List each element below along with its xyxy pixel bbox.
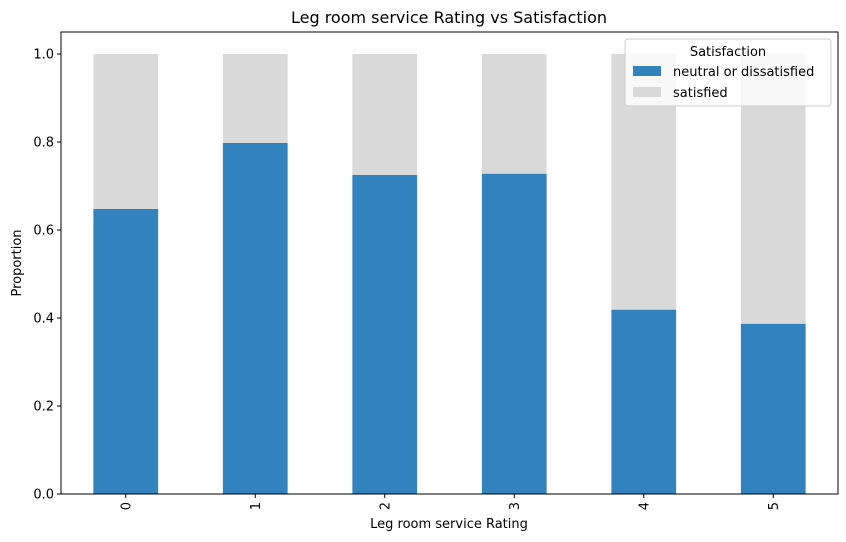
x-tick-label: 3: [508, 502, 523, 510]
x-axis: 0 1 2 3 4 5: [119, 494, 782, 510]
bar-satisfied-3: [481, 54, 547, 174]
x-tick-label: 2: [378, 502, 393, 510]
bar-satisfied-1: [222, 54, 288, 143]
bar-neutral-or-dissatisfied-2: [352, 175, 418, 494]
y-tick-label: 0.2: [33, 400, 54, 415]
bar-neutral-or-dissatisfied-4: [611, 309, 677, 494]
y-tick-label: 1.0: [33, 48, 54, 63]
x-tick-label: 1: [249, 502, 264, 510]
bar-satisfied-0: [93, 54, 159, 209]
legend-swatch-satisfied: [633, 87, 661, 97]
legend-swatch-neutral-or-dissatisfied: [633, 66, 661, 76]
x-tick-label: 5: [767, 502, 782, 510]
y-axis: 0.0 0.2 0.4 0.6 0.8 1.0: [33, 48, 61, 503]
legend: Satisfaction neutral or dissatisfied sat…: [624, 38, 832, 107]
legend-box: [624, 38, 832, 107]
bar-neutral-or-dissatisfied-0: [93, 208, 159, 494]
bar-neutral-or-dissatisfied-1: [222, 142, 288, 494]
y-tick-label: 0.6: [33, 224, 54, 239]
chart-title: Leg room service Rating vs Satisfaction: [291, 8, 607, 27]
bar-neutral-or-dissatisfied-5: [740, 323, 806, 494]
x-tick-label: 4: [637, 502, 652, 510]
bars-layer: [93, 54, 806, 494]
x-tick-label: 0: [119, 502, 134, 510]
bar-neutral-or-dissatisfied-3: [481, 173, 547, 494]
y-axis-label: Proportion: [10, 229, 25, 296]
x-axis-label: Leg room service Rating: [370, 517, 528, 532]
y-tick-label: 0.4: [33, 312, 54, 327]
bar-satisfied-2: [352, 54, 418, 175]
y-tick-label: 0.0: [33, 488, 54, 503]
plot-frame: [60, 31, 839, 495]
legend-label-satisfied: satisfied: [673, 86, 728, 101]
legend-title: Satisfaction: [690, 45, 766, 60]
legend-label-neutral-or-dissatisfied: neutral or dissatisfied: [673, 65, 814, 80]
y-tick-label: 0.8: [33, 136, 54, 151]
